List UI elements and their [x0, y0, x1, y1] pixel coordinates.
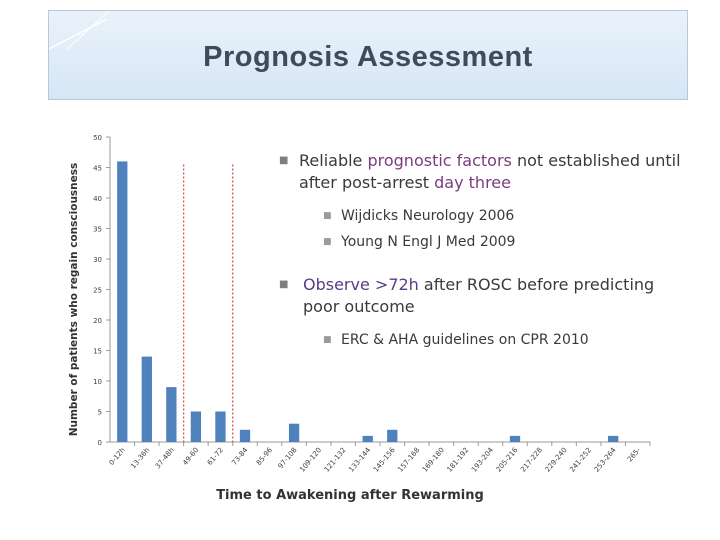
y-tick-label: 45 [93, 165, 102, 173]
bullet-marker-icon: ■ [323, 211, 332, 221]
x-tick-label: 169-180 [421, 446, 446, 474]
bullet-item: ■ Reliable prognostic factors not establi… [275, 150, 695, 194]
emphasized-text: day three [434, 173, 511, 192]
bar [509, 435, 521, 442]
bullet-marker-icon: ■ [279, 279, 289, 290]
bullet-marker-icon: ■ [323, 237, 332, 247]
bullet-list: ■ Reliable prognostic factors not establi… [275, 150, 695, 356]
bullet-text: Wijdicks Neurology 2006 [341, 208, 515, 224]
x-tick-label: 109-120 [298, 446, 323, 474]
x-tick-label: 121-132 [323, 446, 348, 474]
x-tick-label: 253-264 [593, 446, 618, 474]
bar [608, 435, 619, 442]
x-tick-label: 85-96 [255, 446, 275, 467]
y-tick-label: 5 [98, 409, 102, 417]
y-tick-label: 20 [93, 317, 102, 325]
y-tick-label: 10 [93, 378, 102, 386]
bar [190, 411, 202, 442]
x-tick-label: 97-108 [277, 446, 299, 470]
x-tick-label: 205-216 [495, 446, 520, 474]
bar [141, 356, 152, 442]
bullet-text: Young N Engl J Med 2009 [341, 234, 516, 250]
bar [387, 429, 398, 442]
y-tick-label: 50 [93, 134, 102, 142]
sub-bullet-item: ■ Young N Engl J Med 2009 [275, 232, 695, 252]
bar [362, 435, 373, 442]
emphasized-text: Observe >72h [303, 275, 419, 294]
x-tick-label: 0-12h [108, 446, 127, 467]
y-tick-label: 30 [93, 256, 102, 264]
title-banner: Prognosis Assessment [48, 10, 688, 100]
x-tick-label: 265- [626, 446, 643, 464]
bullet-text: Reliable [299, 151, 368, 170]
emphasized-text: prognostic factors [367, 151, 512, 170]
y-tick-label: 0 [98, 439, 102, 447]
bullet-marker-icon: ■ [323, 335, 332, 345]
x-tick-label: 157-168 [396, 446, 421, 474]
y-tick-label: 35 [93, 226, 102, 234]
bar [215, 411, 226, 442]
bar [239, 429, 251, 442]
bullet-text: after ROSC before predicting poor outcom… [303, 275, 655, 316]
sub-bullet-item: ■ ERC & AHA guidelines on CPR 2010 [275, 330, 695, 350]
awakening-bar-chart: 0 5 10 15 20 25 30 35 40 45 50 0-12h 13-36h 37-48h 49-… [68, 134, 651, 503]
banner-decoration [49, 11, 110, 50]
x-tick-label: 61-72 [206, 446, 225, 467]
bar [166, 387, 177, 442]
x-tick-label: 13-36h [129, 446, 151, 470]
bullet-text: not established until after post-arrest [299, 151, 681, 192]
y-tick-label: 25 [93, 287, 102, 295]
x-tick-label: 181-192 [446, 446, 471, 474]
x-tick-label: 145-156 [372, 446, 397, 474]
y-tick-label: 40 [93, 195, 102, 203]
bar [117, 161, 128, 442]
x-tick-label: 193-204 [470, 446, 495, 474]
x-tick-label: 217-228 [519, 446, 544, 474]
x-tick-label: 37-48h [154, 446, 176, 470]
x-tick-label: 49-60 [181, 446, 200, 467]
bar [288, 423, 300, 442]
bullet-item: ■ Observe >72h after ROSC before predicti… [275, 274, 695, 318]
slide-title: Prognosis Assessment [203, 41, 533, 73]
bullet-marker-icon: ■ [279, 155, 289, 166]
y-tick-label: 15 [93, 348, 102, 356]
bullet-text: ERC & AHA guidelines on CPR 2010 [341, 332, 589, 348]
y-axis-title: Number of patients who regain consciousn… [68, 163, 80, 437]
x-axis-title: Time to Awakening after Rewarming [216, 488, 484, 503]
sub-bullet-item: ■ Wijdicks Neurology 2006 [275, 206, 695, 226]
x-tick-label: 73-84 [230, 446, 250, 467]
x-tick-label: 133-144 [347, 446, 372, 474]
x-tick-label: 229-240 [544, 446, 569, 474]
x-tick-label: 241-252 [568, 446, 593, 474]
